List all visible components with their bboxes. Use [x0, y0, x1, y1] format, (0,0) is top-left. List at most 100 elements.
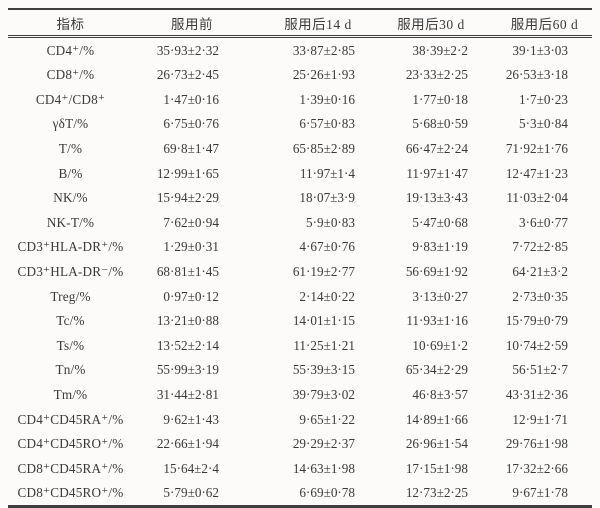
row-label: CD3⁺HLA-DR⁻/% — [17, 264, 124, 280]
table-cell: 13·52±2·14 — [156, 337, 219, 353]
table-cell: 26·53±3·18 — [505, 67, 568, 83]
table-row: T/% 69·8±1·47 65·85±2·89 66·47±2·24 71·92±1·… — [8, 136, 592, 161]
table-cell: 56·69±1·92 — [405, 264, 468, 280]
immune-indicator-table: 指标 服用前 服用后14 d 服用后30 d 服用后60 d CD4⁺/% 35·… — [8, 8, 592, 508]
table-cell: 11·03±2·04 — [506, 190, 568, 206]
table-cell: 2·73±0·35 — [512, 288, 568, 304]
table-cell: 1·39±0·16 — [299, 91, 355, 107]
table-cell: 1·7±0·23 — [519, 91, 568, 107]
table-cell: 6·57±0·83 — [299, 116, 355, 132]
table-cell: 1·47±0·16 — [163, 91, 219, 107]
table-cell: 3·6±0·77 — [519, 214, 568, 230]
table-cell: 55·39±3·15 — [292, 362, 355, 378]
table-row: B/% 12·99±1·65 11·97±1·4 11·97±1·47 12·47±1·… — [8, 161, 592, 186]
table-row: CD8⁺CD45RA⁺/% 15·64±2·4 14·63±1·98 17·15±1·… — [8, 456, 592, 481]
table-row: CD8⁺CD45RO⁺/% 5·79±0·62 6·69±0·78 12·73±2·2… — [8, 481, 592, 507]
table-cell: 66·47±2·24 — [405, 141, 468, 157]
table-row: Ts/% 13·52±2·14 11·25±1·21 10·69±1·2 10·74±2… — [8, 333, 592, 358]
table-cell: 10·74±2·59 — [505, 337, 568, 353]
table-cell: 5·9±0·83 — [306, 214, 355, 230]
table-cell: 5·47±0·68 — [412, 214, 468, 230]
table-cell: 9·65±1·22 — [299, 411, 355, 427]
table-cell: 5·79±0·62 — [163, 485, 219, 501]
row-label: T/% — [58, 141, 83, 157]
table-cell: 64·21±3·2 — [512, 264, 568, 280]
table-cell: 12·99±1·65 — [156, 165, 219, 181]
table-cell: 23·33±2·25 — [405, 67, 468, 83]
table-cell: 56·51±2·7 — [512, 362, 568, 378]
table-cell: 9·83±1·19 — [412, 239, 468, 255]
table-cell: 11·93±1·16 — [406, 313, 468, 329]
table-cell: 6·69±0·78 — [299, 485, 355, 501]
row-label: B/% — [58, 165, 83, 181]
table-cell: 11·97±1·4 — [299, 165, 355, 181]
row-label: Tn/% — [55, 362, 86, 378]
table-cell: 17·15±1·98 — [405, 460, 468, 476]
row-label: CD4⁺/CD8⁺ — [35, 91, 106, 107]
table-cell: 65·34±2·29 — [405, 362, 468, 378]
table-row: CD4⁺/CD8⁺ 1·47±0·16 1·39±0·16 1·77±0·18 1·7±… — [8, 87, 592, 112]
table-row: Tc/% 13·21±0·88 14·01±1·15 11·93±1·16 15·79±… — [8, 309, 592, 334]
table-cell: 19·13±3·43 — [405, 190, 468, 206]
table-cell: 3·13±0·27 — [412, 288, 468, 304]
table-cell: 43·31±2·36 — [505, 387, 568, 402]
table-cell: 12·73±2·25 — [405, 485, 468, 501]
table-cell: 4·67±0·76 — [299, 239, 355, 255]
table-row: CD4⁺/% 35·93±2·32 33·87±2·85 38·39±2·2 39·1±… — [8, 37, 592, 63]
table-cell: 1·77±0·18 — [412, 91, 468, 107]
row-label: CD3⁺HLA-DR⁺/% — [17, 239, 124, 255]
table-cell: 9·67±1·78 — [512, 485, 568, 501]
table-row: Tm/% 31·44±2·81 39·79±3·02 46·8±3·57 43·31±2… — [8, 382, 592, 407]
row-label: NK-T/% — [46, 214, 95, 230]
row-label: CD4⁺CD45RO⁺/% — [17, 436, 124, 452]
table-row: NK/% 15·94±2·29 18·07±3·9 19·13±3·43 11·03±2… — [8, 186, 592, 211]
table-cell: 13·21±0·88 — [156, 313, 219, 329]
table-row: Treg/% 0·97±0·12 2·14±0·22 3·13±0·27 2·73±0·… — [8, 284, 592, 309]
row-label: Ts/% — [56, 337, 85, 353]
header-row: 指标 服用前 服用后14 d 服用后30 d 服用后60 d — [8, 9, 592, 38]
table-row: CD3⁺HLA-DR⁺/% 1·29±0·31 4·67±0·76 9·83±1·19… — [8, 235, 592, 260]
row-label: γδT/% — [52, 116, 89, 132]
table-cell: 6·75±0·76 — [163, 116, 219, 132]
table-cell: 15·94±2·29 — [156, 190, 219, 206]
table-cell: 14·63±1·98 — [292, 460, 355, 476]
table-cell: 38·39±2·2 — [412, 42, 468, 58]
table-cell: 7·72±2·85 — [512, 239, 568, 255]
row-label: Tc/% — [56, 313, 85, 329]
table-cell: 2·14±0·22 — [299, 288, 355, 304]
table-cell: 1·29±0·31 — [163, 239, 219, 255]
table-cell: 22·66±1·94 — [156, 436, 219, 452]
table-row: Tn/% 55·99±3·19 55·39±3·15 65·34±2·29 56·51±… — [8, 358, 592, 383]
table-row: CD4⁺CD45RA⁺/% 9·62±1·43 9·65±1·22 14·89±1·6… — [8, 407, 592, 432]
table-cell: 14·89±1·66 — [405, 411, 468, 427]
table-cell: 12·47±1·23 — [505, 165, 568, 181]
table-cell: 15·64±2·4 — [163, 460, 219, 476]
table-cell: 69·8±1·47 — [163, 141, 219, 157]
column-header-indicator: 指标 — [8, 9, 133, 38]
column-header-after-14d: 服用后14 d — [251, 9, 365, 38]
row-label: CD8⁺CD45RO⁺/% — [17, 485, 124, 501]
row-label: CD4⁺/% — [46, 42, 95, 58]
table-cell: 61·19±2·77 — [292, 264, 355, 280]
table-cell: 5·3±0·84 — [519, 116, 568, 132]
table-cell: 15·79±0·79 — [505, 313, 568, 329]
table-cell: 12·9±1·71 — [512, 411, 568, 427]
row-label: NK/% — [53, 190, 88, 206]
row-label: Treg/% — [50, 288, 91, 304]
table-cell: 14·01±1·15 — [292, 313, 355, 329]
table-cell: 71·92±1·76 — [505, 141, 568, 157]
table-cell: 26·73±2·45 — [156, 67, 219, 83]
table-cell: 7·62±0·94 — [163, 214, 219, 230]
table-cell: 18·07±3·9 — [299, 190, 355, 206]
table-cell: 35·93±2·32 — [156, 42, 219, 58]
table-cell: 65·85±2·89 — [292, 141, 355, 157]
table-cell: 5·68±0·59 — [412, 116, 468, 132]
table-header: 指标 服用前 服用后14 d 服用后30 d 服用后60 d — [8, 9, 592, 38]
table-cell: 17·32±2·66 — [505, 460, 568, 476]
column-header-after-30d: 服用后30 d — [365, 9, 477, 38]
table-cell: 29·76±1·98 — [505, 436, 568, 452]
row-label: CD4⁺CD45RA⁺/% — [17, 411, 124, 427]
table-cell: 9·62±1·43 — [163, 411, 219, 427]
row-label: CD8⁺/% — [46, 67, 95, 83]
